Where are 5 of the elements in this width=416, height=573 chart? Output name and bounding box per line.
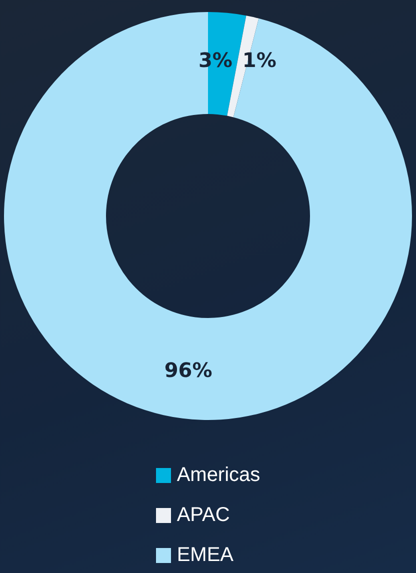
legend-label: EMEA [176, 543, 234, 568]
legend-label: APAC [176, 503, 230, 528]
legend-label: Americas [176, 463, 260, 488]
data-label: 96% [164, 358, 212, 382]
data-label: 1% [242, 48, 276, 72]
